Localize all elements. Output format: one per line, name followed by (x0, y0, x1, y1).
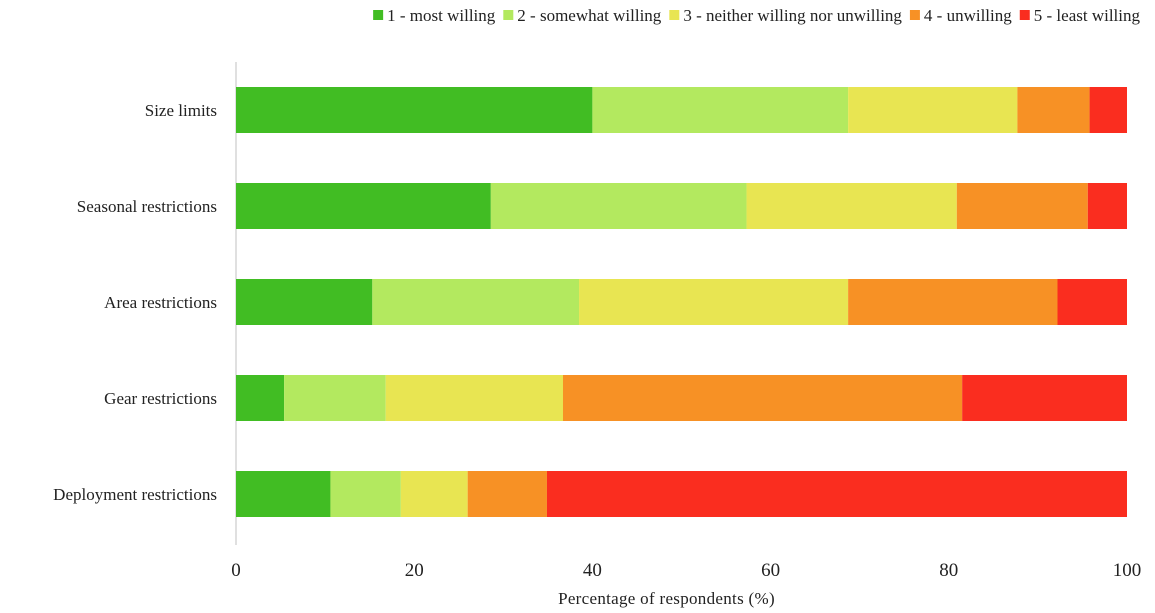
legend-label: 4 - unwilling (924, 6, 1012, 25)
bar-segment-1-2 (592, 87, 849, 133)
category-label: Size limits (145, 101, 217, 120)
bar-segment-4-5 (962, 375, 1127, 421)
legend-item: 5 - least willing (1019, 6, 1141, 25)
x-tick-label: 40 (583, 560, 602, 581)
bar-segment-4-3 (385, 375, 563, 421)
bar-segment-4-2 (284, 375, 386, 421)
bar-segment-3-1 (236, 279, 373, 325)
bar-segment-2-1 (236, 183, 491, 229)
legend-label: 2 - somewhat willing (517, 6, 662, 25)
bar-segment-2-3 (746, 183, 957, 229)
bar-segment-3-2 (372, 279, 580, 325)
legend-item: 4 - unwilling (909, 6, 1012, 25)
x-axis-title: Percentage of respondents (%) (558, 589, 775, 608)
legend-item: 1 - most willing (373, 6, 496, 25)
bar-segment-1-3 (848, 87, 1018, 133)
legend-swatch (503, 10, 514, 20)
legend-swatch (909, 10, 920, 20)
category-label: Seasonal restrictions (77, 197, 217, 216)
category-label: Area restrictions (104, 293, 217, 312)
legend-item: 3 - neither willing nor unwilling (669, 6, 902, 25)
bar-segment-5-4 (467, 471, 547, 517)
bar-segment-5-3 (400, 471, 468, 517)
legend-item: 2 - somewhat willing (503, 6, 662, 25)
bar-segment-1-5 (1089, 87, 1127, 133)
bar-segment-3-5 (1057, 279, 1127, 325)
category-label: Deployment restrictions (53, 485, 217, 504)
bar-segment-3-4 (848, 279, 1058, 325)
bar-segment-2-2 (490, 183, 747, 229)
legend-swatch (373, 10, 384, 20)
legend-label: 1 - most willing (387, 6, 496, 25)
bar-segment-2-5 (1087, 183, 1127, 229)
legend-label: 5 - least willing (1034, 6, 1141, 25)
bar-segment-1-1 (236, 87, 593, 133)
category-labels: Size limits Seasonal restrictions Area res… (53, 101, 217, 504)
bar-segment-5-5 (546, 471, 1127, 517)
x-tick-label: 100 (1113, 560, 1142, 581)
category-label: Gear restrictions (104, 389, 217, 408)
x-tick-label: 20 (405, 560, 424, 581)
legend-swatch (669, 10, 680, 20)
bar-segment-3-3 (579, 279, 849, 325)
bar-segment-5-2 (330, 471, 401, 517)
legend: 1 - most willing 2 - somewhat willing 3 - … (373, 6, 1140, 25)
x-tick-labels: 0 20 40 60 80 100 (231, 560, 1141, 581)
bar-segment-2-4 (956, 183, 1088, 229)
x-tick-label: 0 (231, 560, 241, 581)
bars (236, 87, 1127, 517)
x-tick-label: 80 (939, 560, 958, 581)
x-tick-label: 60 (761, 560, 780, 581)
bar-segment-4-1 (236, 375, 285, 421)
legend-swatch (1019, 10, 1030, 20)
bar-segment-1-4 (1017, 87, 1090, 133)
legend-label: 3 - neither willing nor unwilling (683, 6, 902, 25)
bar-segment-5-1 (236, 471, 331, 517)
bar-segment-4-4 (562, 375, 963, 421)
